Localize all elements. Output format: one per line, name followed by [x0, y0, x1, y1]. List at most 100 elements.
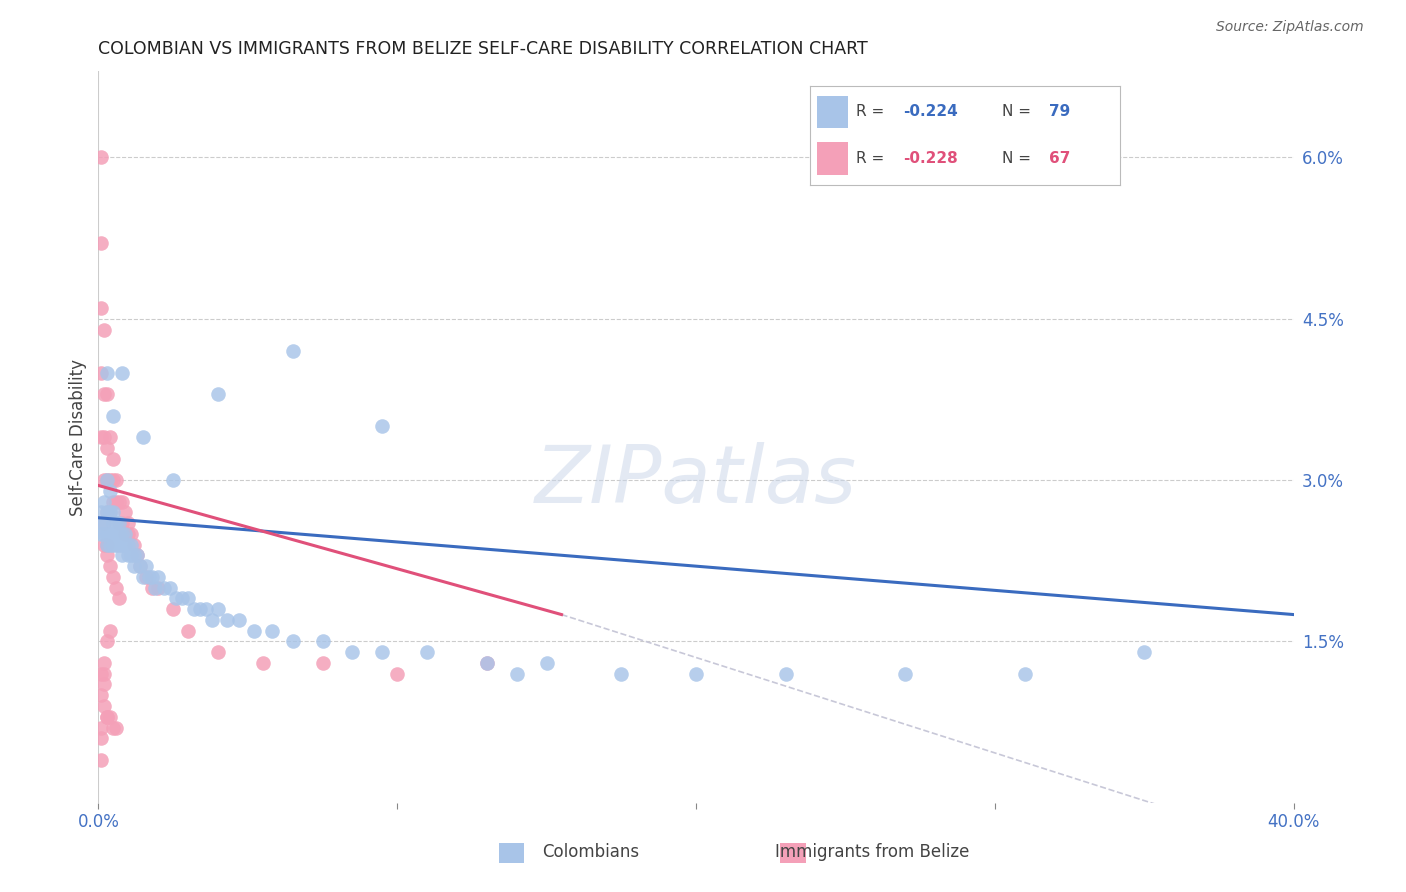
Point	[141, 570, 163, 584]
Point	[103, 721, 125, 735]
Point	[105, 494, 128, 508]
Point	[98, 559, 122, 574]
Point	[93, 387, 115, 401]
Point	[96, 549, 118, 563]
Point	[207, 387, 229, 401]
Point	[371, 419, 394, 434]
Point	[98, 473, 122, 487]
Text: Source: ZipAtlas.com: Source: ZipAtlas.com	[1216, 20, 1364, 34]
Point	[98, 538, 122, 552]
Point	[90, 731, 112, 746]
Point	[93, 698, 115, 713]
Point	[108, 516, 131, 530]
Point	[93, 322, 115, 336]
Point	[93, 430, 115, 444]
Point	[90, 516, 112, 530]
Point	[93, 538, 115, 552]
Point	[114, 505, 136, 519]
Point	[416, 645, 439, 659]
Point	[98, 527, 122, 541]
Point	[96, 505, 118, 519]
Point	[90, 666, 112, 681]
Point	[105, 527, 128, 541]
Point	[111, 366, 134, 380]
Point	[90, 688, 112, 702]
Text: Immigrants from Belize: Immigrants from Belize	[775, 843, 969, 861]
Point	[96, 538, 118, 552]
Point	[108, 494, 131, 508]
Point	[96, 538, 118, 552]
Point	[117, 516, 139, 530]
Point	[127, 549, 149, 563]
Point	[105, 473, 128, 487]
Point	[111, 538, 134, 552]
Point	[475, 656, 498, 670]
Point	[105, 581, 128, 595]
Point	[93, 473, 115, 487]
Point	[111, 527, 134, 541]
Point	[93, 656, 115, 670]
Point	[172, 591, 194, 606]
Point	[93, 677, 115, 691]
Point	[183, 602, 205, 616]
Point	[894, 666, 917, 681]
Point	[475, 656, 498, 670]
Point	[124, 549, 146, 563]
Point	[90, 430, 112, 444]
Point	[165, 591, 187, 606]
Text: Colombians: Colombians	[541, 843, 640, 861]
Point	[98, 624, 122, 638]
Point	[685, 666, 707, 681]
Point	[148, 570, 170, 584]
Point	[371, 645, 394, 659]
Point	[103, 494, 125, 508]
Point	[108, 538, 131, 552]
Point	[117, 549, 139, 563]
Point	[114, 538, 136, 552]
Point	[90, 366, 112, 380]
Point	[177, 624, 200, 638]
Point	[90, 527, 112, 541]
Point	[124, 559, 146, 574]
Point	[111, 494, 134, 508]
Point	[114, 527, 136, 541]
Point	[1133, 645, 1156, 659]
Point	[215, 613, 238, 627]
Point	[159, 581, 181, 595]
Point	[127, 549, 149, 563]
Point	[207, 602, 229, 616]
Point	[96, 366, 118, 380]
Point	[117, 527, 139, 541]
Point	[775, 666, 797, 681]
Point	[108, 591, 131, 606]
Point	[111, 549, 134, 563]
Point	[90, 236, 112, 251]
Point	[90, 505, 112, 519]
Point	[103, 570, 125, 584]
Point	[385, 666, 409, 681]
Point	[252, 656, 274, 670]
Text: ZIPatlas: ZIPatlas	[534, 442, 858, 520]
Point	[96, 387, 118, 401]
Point	[132, 430, 155, 444]
Point	[260, 624, 283, 638]
Point	[103, 527, 125, 541]
Point	[506, 666, 529, 681]
Point	[177, 591, 200, 606]
Text: COLOMBIAN VS IMMIGRANTS FROM BELIZE SELF-CARE DISABILITY CORRELATION CHART: COLOMBIAN VS IMMIGRANTS FROM BELIZE SELF…	[98, 40, 868, 58]
Point	[228, 613, 250, 627]
Point	[98, 505, 122, 519]
Point	[98, 505, 122, 519]
Point	[90, 301, 112, 315]
Point	[281, 634, 304, 648]
Point	[103, 409, 125, 423]
Point	[243, 624, 266, 638]
Point	[195, 602, 218, 616]
Point	[90, 150, 112, 164]
Point	[103, 473, 125, 487]
Point	[114, 527, 136, 541]
Point	[129, 559, 152, 574]
Point	[98, 710, 122, 724]
Point	[143, 581, 166, 595]
Point	[93, 666, 115, 681]
